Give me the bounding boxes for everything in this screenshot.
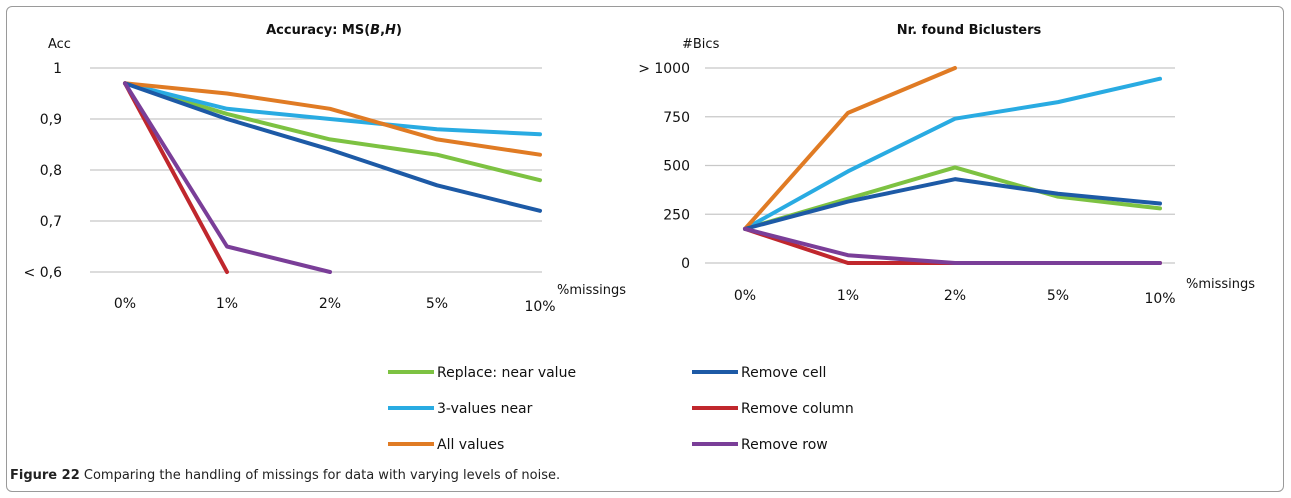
legend-item-remove-column: Remove column — [692, 401, 854, 417]
biclusters-y-tick-label: 250 — [663, 207, 690, 223]
biclusters-series-all-values — [743, 66, 957, 231]
accuracy-x-tick-label: 2% — [319, 296, 341, 312]
legend-item-remove-cell: Remove cell — [692, 365, 826, 381]
accuracy-x-tick-label: 0% — [114, 296, 136, 312]
biclusters-y-tick-label: 750 — [663, 110, 690, 126]
legend-label: All values — [437, 437, 504, 453]
biclusters-series-remove-cell — [743, 177, 1162, 231]
caption-text: Comparing the handling of missings for d… — [83, 468, 561, 483]
biclusters-x-tick-label: 0% — [734, 288, 756, 304]
biclusters-series-remove-row — [743, 226, 1162, 265]
accuracy-x-tick-label: 10% — [524, 299, 555, 315]
accuracy-y-tick-label: < 0,6 — [24, 265, 63, 281]
legend-item-3-values-near: 3-values near — [388, 401, 533, 417]
figure-caption: Figure 22 Comparing the handling of miss… — [10, 468, 560, 483]
accuracy-y-axis-label: Acc — [48, 37, 71, 52]
accuracy-x-tick-label: 1% — [216, 296, 238, 312]
biclusters-y-tick-label: 0 — [681, 256, 690, 272]
legend: Replace: near value Remove cell 3-values n… — [388, 365, 854, 453]
figure-frame — [6, 6, 1284, 492]
accuracy-chart-title: Accuracy: MS(B,H) — [266, 23, 402, 38]
biclusters-x-tick-label: 1% — [837, 288, 859, 304]
accuracy-series-remove-row — [123, 81, 332, 274]
accuracy-series-all-values — [123, 81, 542, 157]
caption-label: Figure 22 — [10, 468, 80, 483]
legend-label: Replace: near value — [437, 365, 576, 381]
biclusters-y-axis-label: #Bics — [682, 37, 720, 52]
accuracy-series-3-values-near — [123, 81, 542, 137]
biclusters-x-axis-label: %missings — [1186, 277, 1255, 292]
legend-item-remove-row: Remove row — [692, 437, 828, 453]
legend-label: Remove row — [741, 437, 828, 453]
legend-item-all-values: All values — [388, 437, 504, 453]
biclusters-y-tick-label: 500 — [663, 159, 690, 175]
accuracy-y-tick-label: 0,9 — [40, 112, 62, 128]
accuracy-chart: Accuracy: MS(B,H) Acc %missings 1 0,9 0,8 0… — [24, 23, 627, 315]
accuracy-y-tick-label: 1 — [53, 61, 62, 77]
biclusters-x-tick-label: 10% — [1144, 291, 1175, 307]
biclusters-y-tick-label: > 1000 — [638, 61, 690, 77]
accuracy-series-replace-near-value — [123, 81, 542, 183]
accuracy-x-tick-label: 5% — [426, 296, 448, 312]
accuracy-y-tick-label: 0,7 — [40, 214, 62, 230]
legend-label: Remove cell — [741, 365, 826, 381]
biclusters-series-3-values-near — [743, 76, 1162, 231]
accuracy-series-remove-cell — [123, 81, 542, 213]
legend-label: 3-values near — [437, 401, 533, 417]
accuracy-x-axis-label: %missings — [557, 283, 626, 298]
legend-label: Remove column — [741, 401, 854, 417]
biclusters-chart: Nr. found Biclusters #Bics %missings > 1… — [638, 23, 1255, 307]
biclusters-x-tick-label: 2% — [944, 288, 966, 304]
accuracy-series-remove-column — [123, 81, 229, 274]
biclusters-x-tick-label: 5% — [1047, 288, 1069, 304]
legend-item-replace-near-value: Replace: near value — [388, 365, 576, 381]
biclusters-chart-title: Nr. found Biclusters — [897, 23, 1042, 38]
accuracy-y-tick-label: 0,8 — [40, 163, 62, 179]
